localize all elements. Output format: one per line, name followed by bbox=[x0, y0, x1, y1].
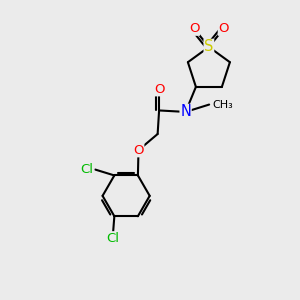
Text: S: S bbox=[204, 39, 214, 54]
Text: Cl: Cl bbox=[106, 232, 119, 245]
Text: N: N bbox=[180, 104, 191, 119]
Text: O: O bbox=[154, 83, 164, 96]
Text: CH₃: CH₃ bbox=[212, 100, 233, 110]
Text: O: O bbox=[133, 144, 144, 157]
Text: O: O bbox=[189, 22, 200, 35]
Text: Cl: Cl bbox=[81, 163, 94, 176]
Text: O: O bbox=[218, 22, 229, 35]
